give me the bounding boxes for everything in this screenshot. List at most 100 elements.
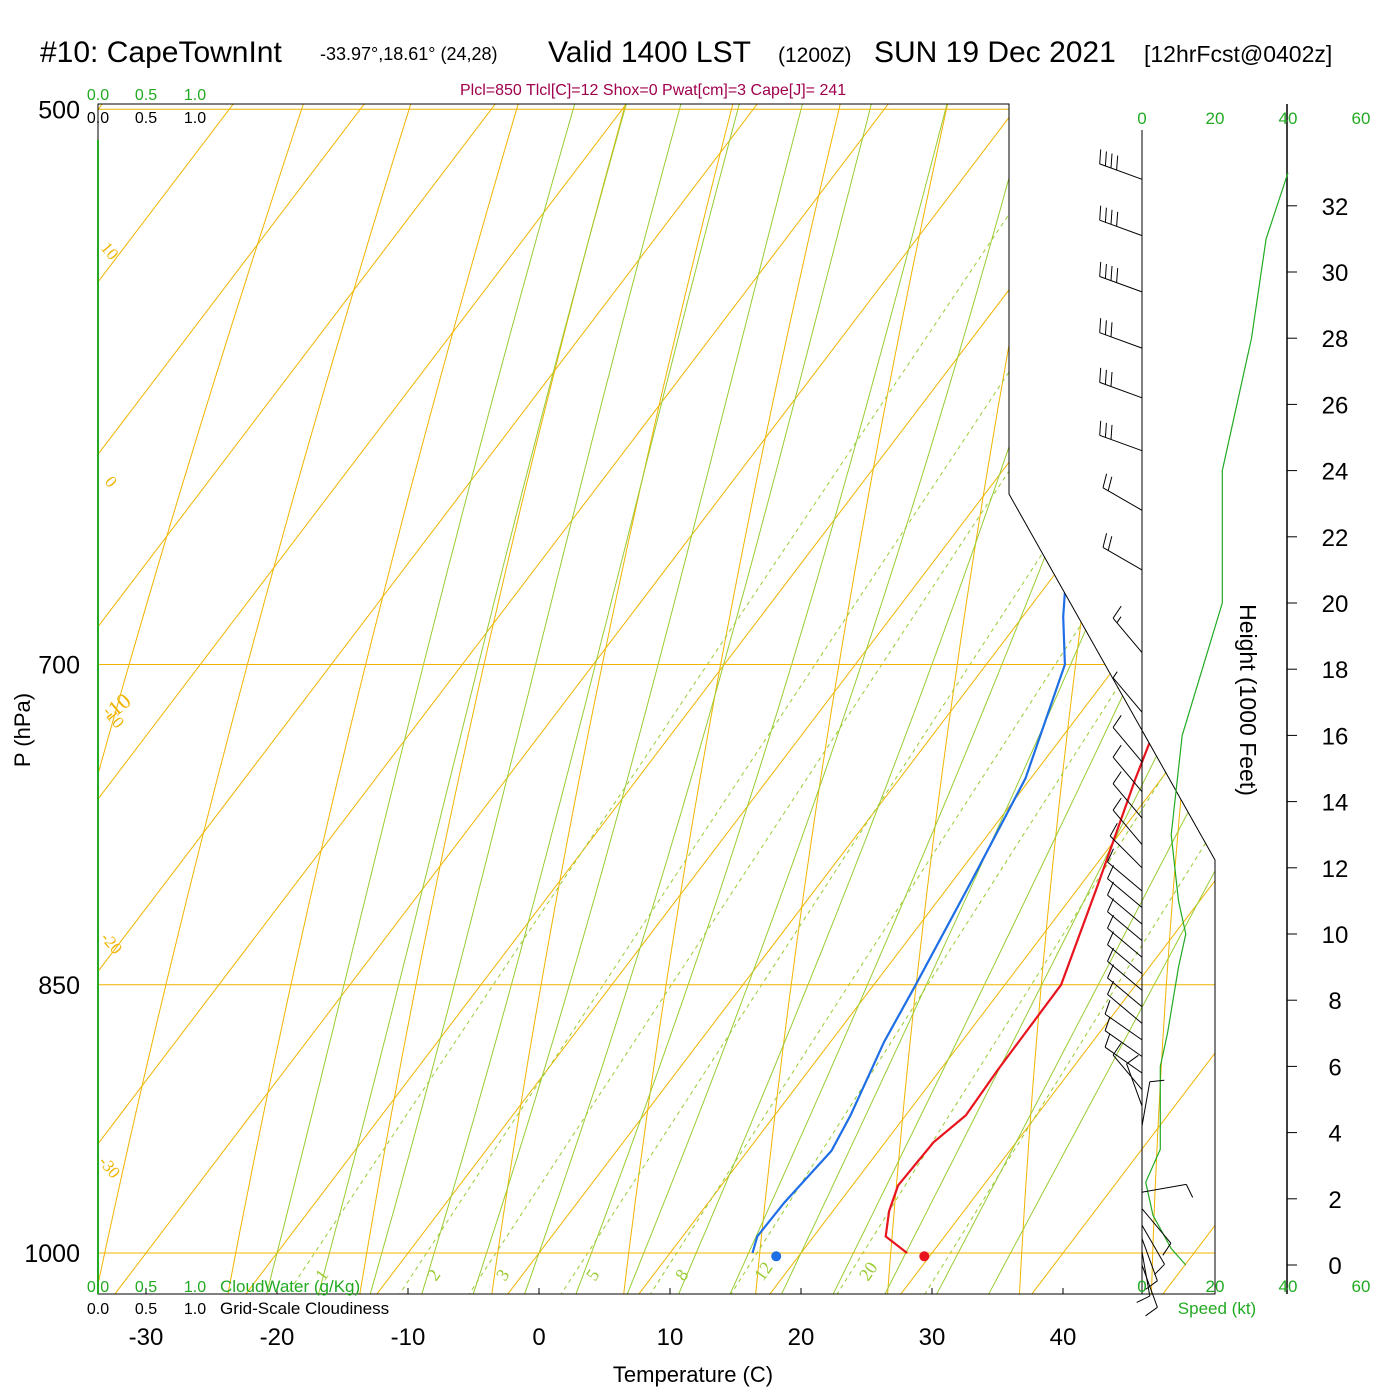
wind-barb-flag xyxy=(1149,1079,1165,1083)
wind-barb-flag xyxy=(1110,371,1113,387)
wind-barb-flag xyxy=(1116,268,1119,283)
wind-barb-flag xyxy=(1107,898,1114,912)
wind-barb-flag xyxy=(1107,881,1114,896)
cloudwater-scale-label: 0.5 xyxy=(135,87,157,104)
y-axis-title: P (hPa) xyxy=(10,693,35,767)
wind-barb-flag xyxy=(1126,1054,1139,1065)
wind-barb xyxy=(1099,318,1143,349)
wind-barb-flag xyxy=(1099,367,1102,383)
wind-barb xyxy=(1099,205,1143,237)
cloudiness-label: Grid-Scale Cloudiness xyxy=(220,1299,389,1318)
dry-adiabat-line xyxy=(98,104,900,1294)
moist-adiabat-line xyxy=(579,104,1215,1294)
wind-barb-staff xyxy=(1107,977,1143,1008)
wind-barb-staff xyxy=(1107,960,1143,991)
wind-barb-staff xyxy=(1112,727,1143,763)
cloudiness-scale-label: 0.5 xyxy=(135,110,157,127)
wind-barb-flag xyxy=(1112,605,1122,619)
x-tick-label: 20 xyxy=(788,1324,815,1351)
wind-barb-staff xyxy=(1107,911,1143,941)
height-tick-label: 6 xyxy=(1328,1054,1341,1081)
cloudiness-scale-label: 0.5 xyxy=(135,1301,157,1318)
speed-axis-title: Speed (kt) xyxy=(1178,1299,1256,1318)
dry-adiabat-label: -20 xyxy=(97,928,126,958)
wind-barb xyxy=(1107,931,1143,975)
moist-adiabat-line xyxy=(335,104,1118,1294)
mixing-ratio-line xyxy=(852,104,1215,1294)
wind-barb xyxy=(1109,823,1143,869)
speed-tick-label-bottom: 20 xyxy=(1206,1277,1225,1296)
speed-tick-label-top: 60 xyxy=(1352,109,1371,128)
dry-adiabat-line xyxy=(1148,104,1215,1294)
moist-adiabat-line xyxy=(482,104,1215,1294)
height-tick-label: 10 xyxy=(1322,922,1349,949)
wind-barb xyxy=(1112,605,1143,653)
wind-barb xyxy=(1141,1183,1194,1198)
wind-barb xyxy=(1099,149,1143,180)
wind-barb-flag xyxy=(1099,149,1102,164)
wind-barb-flag xyxy=(1099,205,1102,221)
wind-barb-flag xyxy=(1104,422,1107,438)
wind-barb-flag xyxy=(1107,476,1113,491)
wind-speed-profile xyxy=(1145,172,1289,1266)
wind-barb-staff xyxy=(1107,878,1143,908)
moist-adiabat-line xyxy=(875,104,1215,1294)
isotherm-line xyxy=(98,104,1215,1294)
wind-barb xyxy=(1136,1251,1151,1303)
height-tick-label: 32 xyxy=(1322,194,1349,221)
wind-barb-flag xyxy=(1112,1042,1122,1056)
wind-barb-flag xyxy=(1107,848,1114,863)
wind-barb-staff xyxy=(1104,1013,1143,1041)
wind-barb-flag xyxy=(1102,533,1108,548)
moist-adiabat-line xyxy=(235,104,1034,1294)
wind-barb xyxy=(1141,1208,1172,1256)
wind-barb-flag xyxy=(1112,715,1122,728)
height-tick-label: 12 xyxy=(1322,856,1349,883)
wind-barb-staff xyxy=(1102,546,1143,571)
isotherm-line xyxy=(288,104,1215,1294)
surface-temperature-point xyxy=(919,1251,930,1262)
wind-barb xyxy=(1107,980,1143,1024)
dry-adiabat-line xyxy=(98,104,815,1294)
cloudiness-scale-label: 0.0 xyxy=(87,110,109,127)
wind-barb-staff xyxy=(1112,617,1143,653)
wind-barb xyxy=(1107,964,1143,1008)
wind-barb xyxy=(1107,865,1143,908)
pressure-tick-label: 850 xyxy=(38,972,80,1000)
wind-barb-staff xyxy=(1141,1081,1151,1127)
moist-adiabat-line xyxy=(775,104,1215,1294)
wind-barb-flag xyxy=(1104,207,1107,223)
height-axis-title: Height (1000 Feet) xyxy=(1235,604,1261,796)
height-tick-label: 8 xyxy=(1328,988,1341,1015)
wind-barb-staff xyxy=(1099,163,1143,180)
wind-barb xyxy=(1104,1000,1143,1041)
wind-barb-staff xyxy=(1099,381,1143,399)
x-tick-label: 30 xyxy=(919,1324,946,1351)
moist-adiabat-line xyxy=(825,104,1215,1294)
mixing-ratio-line xyxy=(656,104,1215,1294)
wind-barb xyxy=(1112,1042,1143,1090)
cloudiness-scale-label: 1.0 xyxy=(184,110,206,127)
speed-tick-label-bottom: 60 xyxy=(1352,1277,1371,1296)
pressure-tick-label: 700 xyxy=(38,652,80,680)
speed-tick-label-bottom: 40 xyxy=(1279,1277,1298,1296)
isotherm-label: 20 xyxy=(1109,633,1142,666)
moist-adiabat-line xyxy=(676,104,1215,1294)
moist-adiabat-line xyxy=(286,104,1075,1294)
wind-barb-staff xyxy=(1112,677,1143,713)
wind-barb xyxy=(1112,715,1143,763)
height-tick-label: 14 xyxy=(1322,790,1349,817)
wind-barb-flag xyxy=(1107,865,1114,879)
wind-barb-flag xyxy=(1099,318,1102,333)
wind-barb-staff xyxy=(1104,1030,1143,1057)
plot-frame xyxy=(97,103,1216,1295)
wind-barb-flag xyxy=(1162,1242,1172,1256)
wind-barb-staff xyxy=(1112,783,1143,819)
dry-adiabat-line xyxy=(879,104,1215,1294)
isotherm-line xyxy=(550,104,1215,1294)
mixing-ratio-label: 5 xyxy=(582,1265,604,1284)
wind-barb-staff xyxy=(1141,1251,1151,1297)
